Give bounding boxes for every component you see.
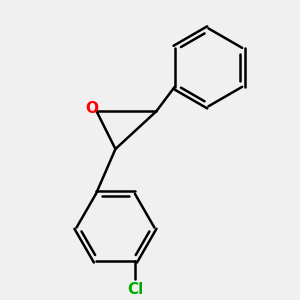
Text: Cl: Cl xyxy=(127,282,143,297)
Text: O: O xyxy=(86,101,99,116)
